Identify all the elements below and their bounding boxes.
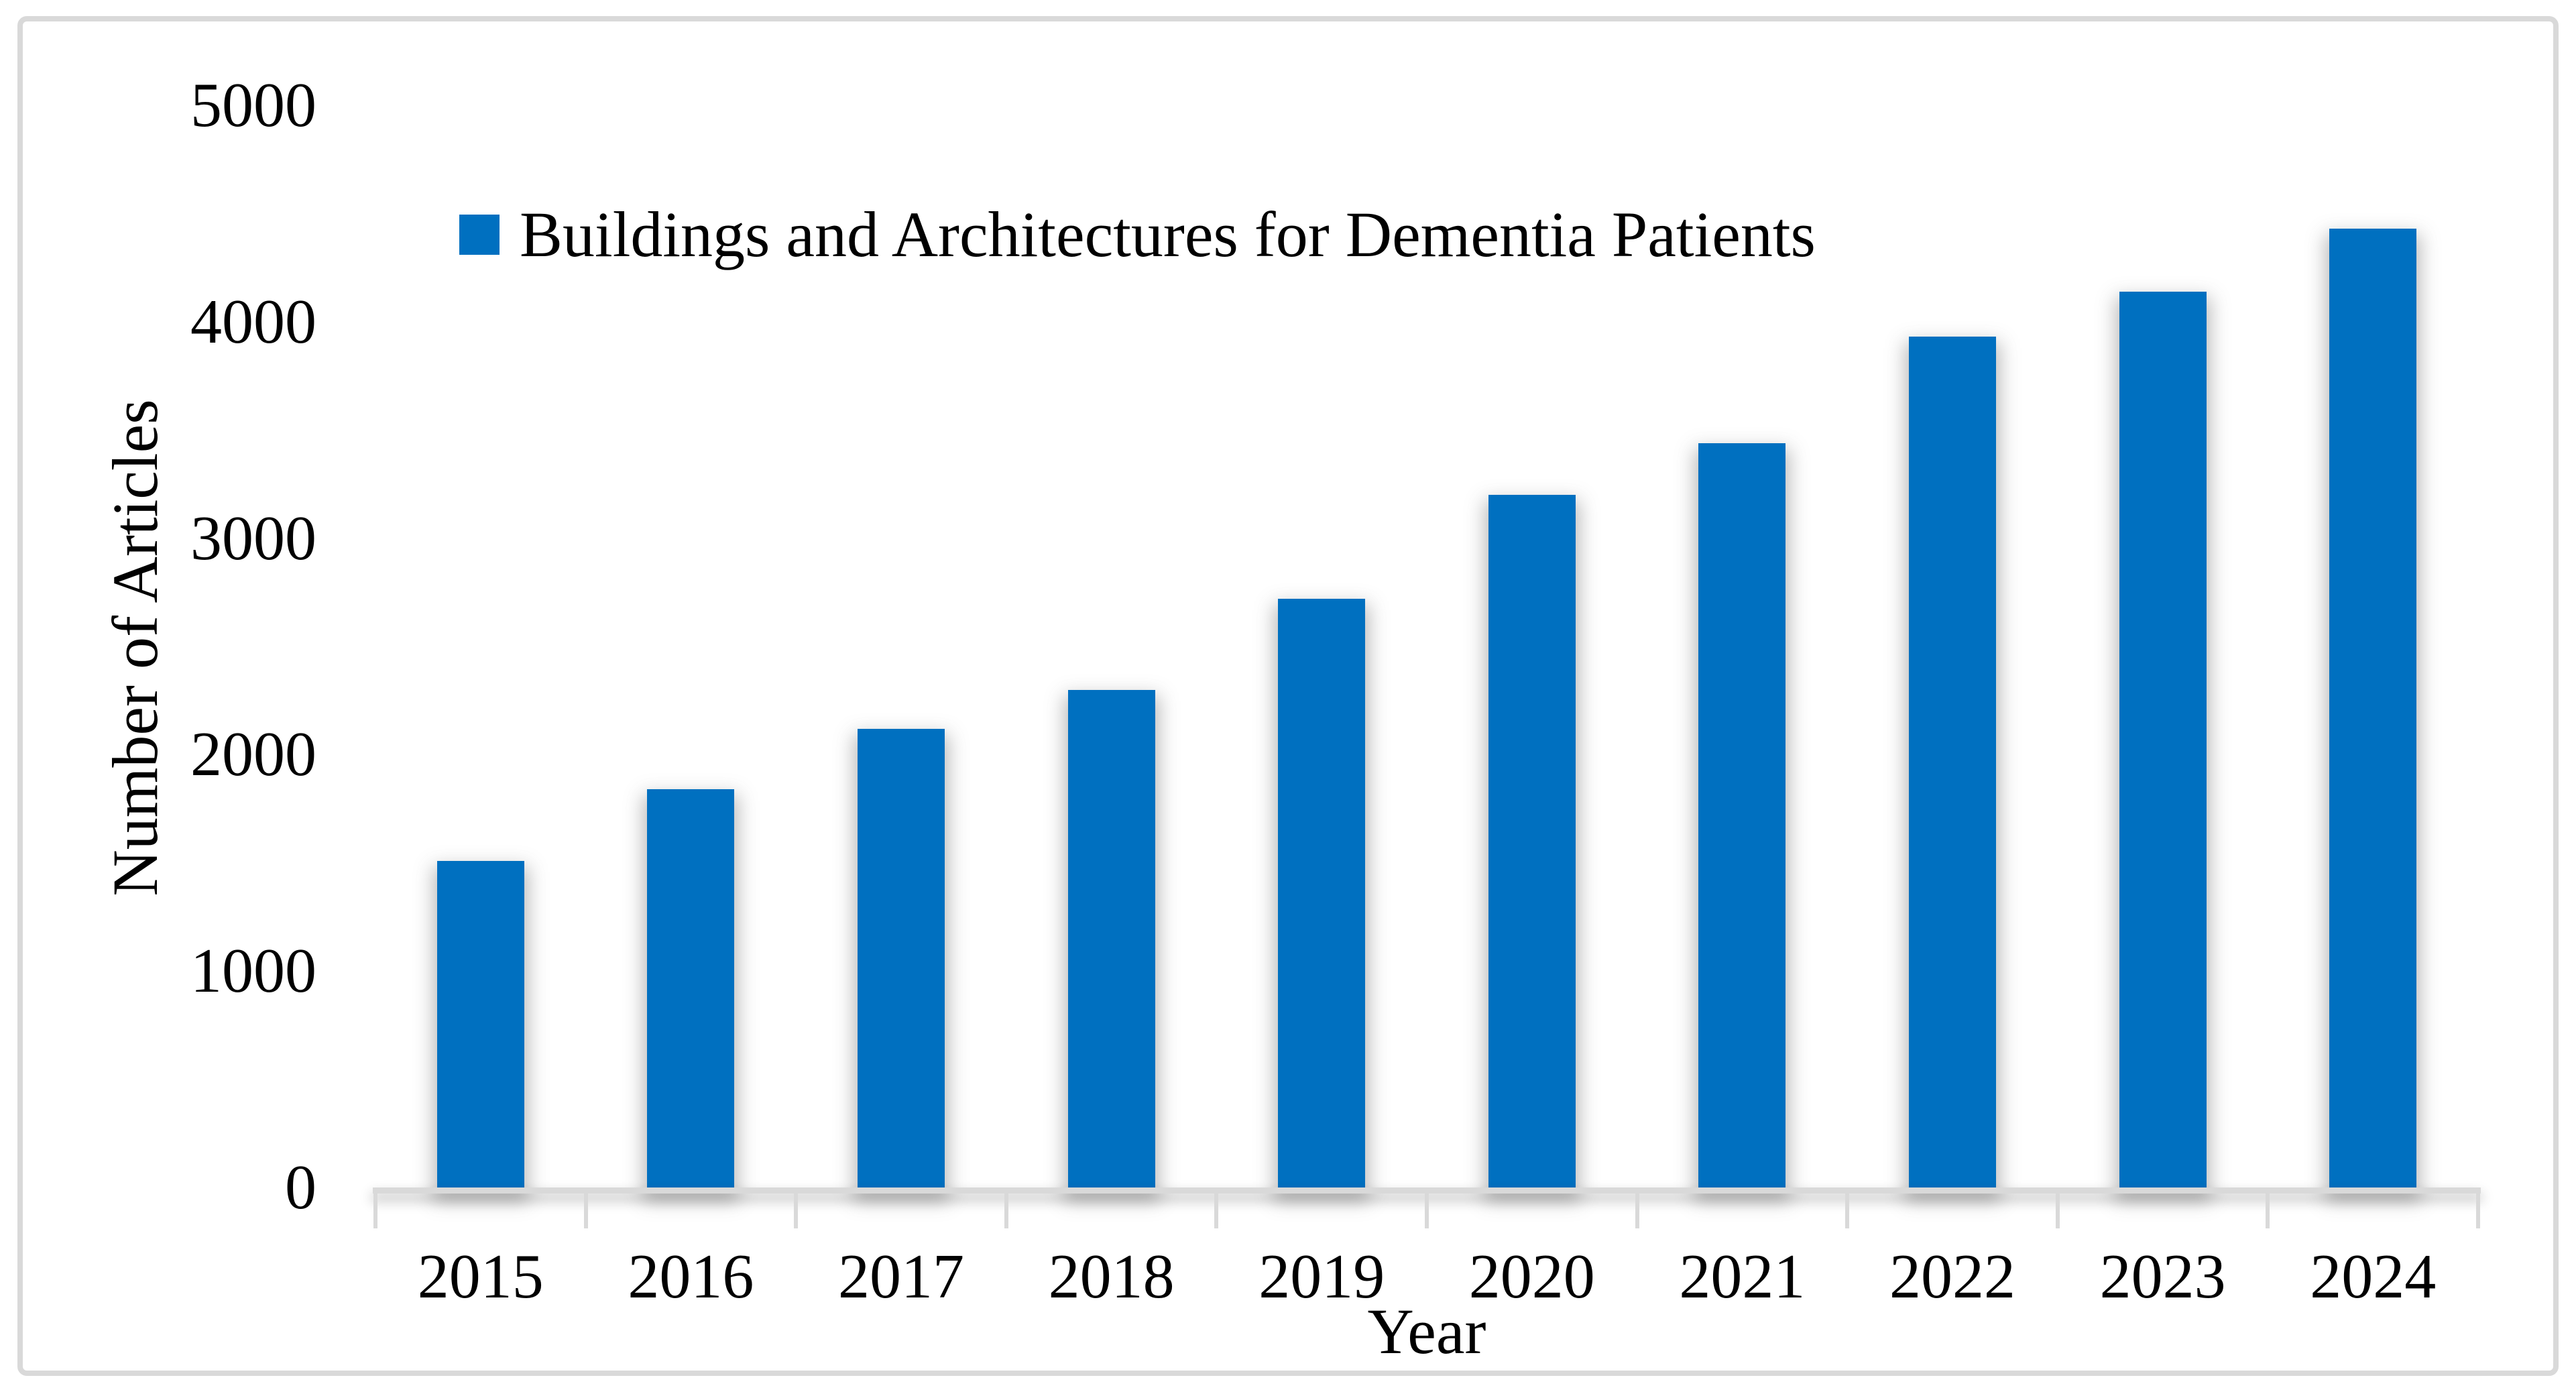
y-tick-label-2000: 2000 (190, 719, 316, 790)
x-category-label-2024: 2024 (2310, 1242, 2437, 1312)
x-tick-mark (2266, 1194, 2270, 1228)
x-category-label-2019: 2019 (1258, 1242, 1385, 1312)
x-category-label-2023: 2023 (2099, 1242, 2226, 1312)
x-tick-mark (1214, 1194, 1219, 1228)
legend-marker-icon (459, 215, 500, 255)
y-axis-title: Number of Articles (99, 399, 171, 896)
x-category-label-2021: 2021 (1679, 1242, 1806, 1312)
x-tick-mark (2476, 1194, 2480, 1228)
y-tick-label-3000: 3000 (190, 503, 316, 573)
y-tick-label-5000: 5000 (190, 70, 316, 140)
x-tick-mark (794, 1194, 799, 1228)
x-axis-line (373, 1187, 2481, 1194)
x-category-label-2018: 2018 (1048, 1242, 1175, 1312)
y-tick-label-4000: 4000 (190, 286, 316, 357)
legend-label: Buildings and Architectures for Dementia… (520, 198, 1816, 270)
bar-2024 (2329, 229, 2417, 1187)
bar-2021 (1698, 443, 1786, 1187)
bar-2022 (1909, 337, 1996, 1187)
x-tick-mark (1635, 1194, 1639, 1228)
x-tick-mark (583, 1194, 588, 1228)
x-tick-mark (1845, 1194, 1850, 1228)
x-tick-mark (1004, 1194, 1008, 1228)
x-category-label-2015: 2015 (417, 1242, 544, 1312)
bar-2018 (1067, 690, 1155, 1187)
x-tick-mark (1425, 1194, 1429, 1228)
y-tick-label-1000: 1000 (190, 936, 316, 1006)
bar-2017 (858, 729, 945, 1187)
x-axis-title: Year (1367, 1295, 1486, 1367)
x-category-label-2016: 2016 (628, 1242, 754, 1312)
legend: Buildings and Architectures for Dementia… (459, 200, 1816, 270)
bar-2015 (436, 861, 524, 1187)
bar-2023 (2119, 292, 2207, 1187)
bar-2016 (647, 789, 735, 1187)
bar-2019 (1278, 599, 1366, 1187)
bar-2020 (1488, 495, 1576, 1187)
figure-border (17, 16, 2559, 1376)
x-category-label-2020: 2020 (1468, 1242, 1595, 1312)
x-category-label-2017: 2017 (837, 1242, 964, 1312)
y-tick-label-0: 0 (285, 1153, 316, 1222)
x-category-label-2022: 2022 (1889, 1242, 2015, 1312)
x-tick-mark (373, 1194, 377, 1228)
x-tick-mark (2055, 1194, 2060, 1228)
